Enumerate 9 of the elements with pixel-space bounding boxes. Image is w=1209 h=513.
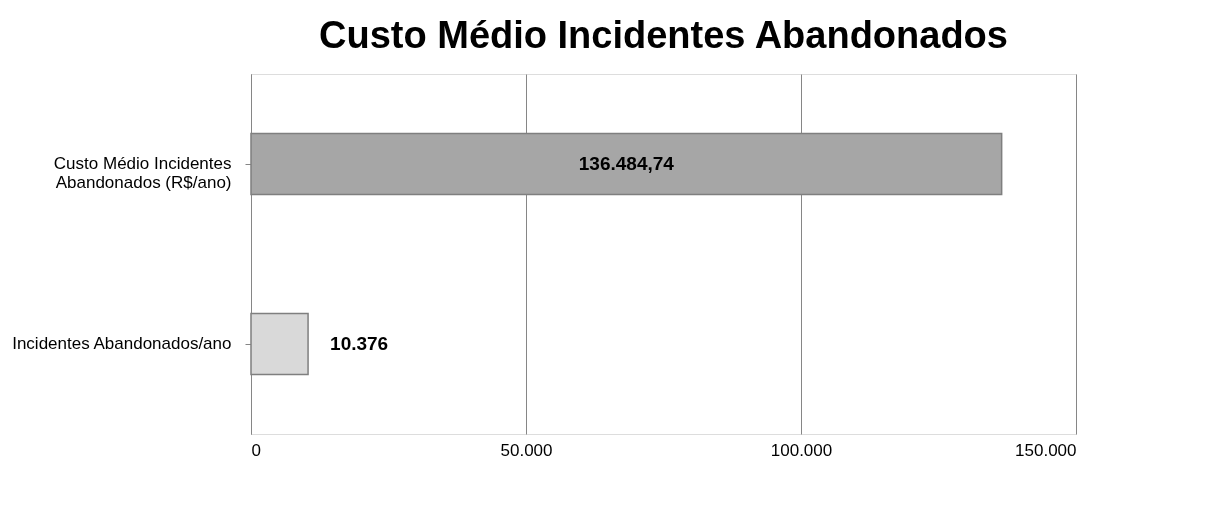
data-label: 10.376 — [330, 333, 389, 354]
x-tick-label: 150.000 — [1015, 440, 1077, 460]
x-tick-label: 0 — [251, 440, 261, 460]
x-tick-label: 100.000 — [770, 440, 833, 460]
data-label: 136.484,74 — [578, 153, 675, 174]
y-tick-label: Custo Médio Incidentes Abandonados (R$/ano) — [53, 154, 232, 192]
chart-title: Custo Médio Incidentes Abandonados — [319, 14, 1008, 56]
x-tick-label: 50.000 — [500, 440, 553, 460]
y-tick-label: Incidentes Abandonados/ano — [12, 334, 232, 353]
